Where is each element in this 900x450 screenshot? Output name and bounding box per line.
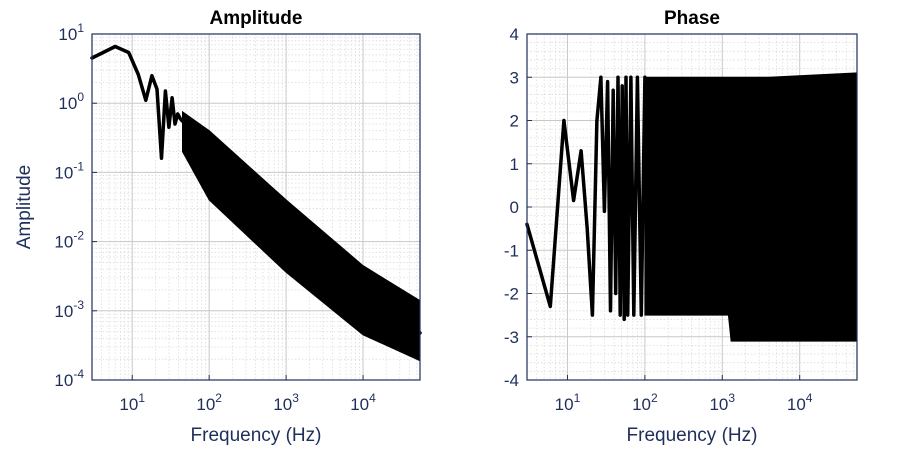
phase-title: Phase <box>664 8 720 29</box>
y-tick-label: 10-3 <box>54 298 84 321</box>
y-tick-label: -1 <box>504 241 519 260</box>
y-tick-label: 3 <box>510 68 519 87</box>
x-tick-label: 104 <box>350 391 376 414</box>
y-tick-label: -2 <box>504 285 519 304</box>
amplitude-axes-frame <box>91 33 421 381</box>
x-tick-label: 102 <box>632 391 658 414</box>
phase-y-ticks: 4 3 2 1 0 -1 -2 -3 -4 <box>504 25 532 390</box>
phase-x-ticks: 101 102 103 104 <box>555 375 813 414</box>
amplitude-y-ticks: 101 100 10-1 10-2 10-3 10-4 <box>54 21 97 390</box>
phase-panel: 101 102 103 104 4 3 2 1 0 -1 -2 -3 -4 Phase Frequen… <box>504 8 858 446</box>
series-line <box>525 75 647 322</box>
y-tick-label: 10-4 <box>54 367 84 390</box>
amplitude-panel: 101 102 103 104 101 100 10-1 10-2 10-3 10-4 Ampl… <box>14 8 422 446</box>
y-tick-label: -3 <box>504 328 519 347</box>
amplitude-y-label: Amplitude <box>14 165 35 250</box>
amplitude-x-label: Frequency (Hz) <box>191 425 322 446</box>
phase-band <box>644 72 858 342</box>
y-tick-label: 1 <box>510 155 519 174</box>
x-tick-label: 102 <box>196 391 222 414</box>
y-tick-label: 101 <box>58 21 84 44</box>
dense-oscillation-band <box>644 72 858 342</box>
y-tick-label: 2 <box>510 112 519 131</box>
amplitude-title: Amplitude <box>210 8 303 29</box>
y-tick-label: -4 <box>504 371 519 390</box>
y-tick-label: 4 <box>510 25 519 44</box>
y-tick-label: 100 <box>58 90 84 113</box>
y-tick-label: 0 <box>510 198 519 217</box>
phase-x-label: Frequency (Hz) <box>627 425 758 446</box>
y-tick-label: 10-2 <box>54 229 84 252</box>
series-line <box>90 44 422 335</box>
x-tick-label: 103 <box>709 391 735 414</box>
amplitude-x-ticks: 101 102 103 104 <box>119 375 376 414</box>
y-tick-label: 10-1 <box>54 159 84 182</box>
x-tick-label: 104 <box>787 391 813 414</box>
x-tick-label: 101 <box>555 391 581 414</box>
amplitude-series <box>90 44 422 335</box>
phase-series <box>525 75 647 322</box>
x-tick-label: 101 <box>119 391 145 414</box>
x-tick-label: 103 <box>273 391 299 414</box>
